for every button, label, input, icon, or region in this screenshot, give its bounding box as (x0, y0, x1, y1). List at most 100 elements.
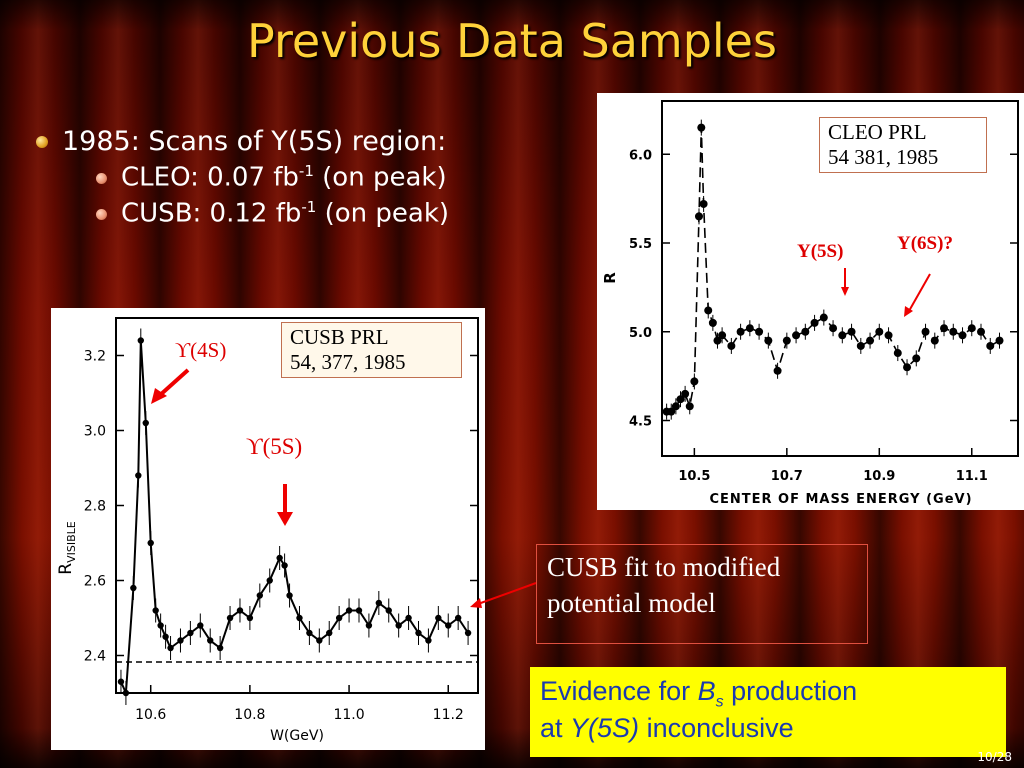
arrow-cleo-5s-head-icon (841, 287, 849, 296)
data-point (316, 628, 323, 653)
sub-bullet-dot-icon (96, 208, 107, 220)
fit-pointer-head-icon (470, 598, 482, 608)
data-point (375, 591, 383, 615)
arrow-cleo-6s-icon (908, 273, 931, 312)
cleo-plot-svg: 4.5 5.0 5.5 6.0 10.5 10.7 10.9 11.1 R CENTER O… (601, 100, 1019, 507)
data-point (755, 323, 764, 340)
data-point (306, 621, 313, 645)
data-point (708, 314, 717, 331)
fit-pointer-line (477, 582, 537, 605)
x-tick-label: 10.9 (863, 469, 895, 484)
x-tick-label: 11.0 (333, 707, 364, 723)
data-point (884, 327, 893, 344)
cusb-ylabel: RVISIBLE (56, 521, 78, 574)
cleo-caption: CLEO PRL 54 381, 1985 (819, 117, 987, 174)
data-point (995, 332, 1004, 349)
data-point (829, 320, 838, 337)
cusb-caption: CUSB PRL 54, 377, 1985 (281, 322, 462, 379)
data-point (838, 327, 847, 344)
data-point (454, 606, 462, 630)
y-tick-label: 4.5 (629, 415, 652, 430)
data-point (395, 613, 402, 638)
data-point (949, 323, 958, 340)
data-point (157, 613, 164, 638)
y-tick-label: 2.4 (84, 649, 106, 665)
data-point (667, 403, 676, 420)
bullet-dot-icon (36, 136, 48, 149)
data-point (912, 350, 921, 367)
cleo-ylabel: R (601, 272, 619, 284)
data-point (142, 411, 149, 435)
data-point (810, 314, 819, 331)
data-point (335, 606, 343, 630)
x-tick-label: 10.8 (234, 707, 265, 723)
y-tick-label: 2.8 (84, 499, 106, 515)
data-point (690, 373, 699, 390)
arrow-5s-head-icon (277, 512, 293, 526)
y-tick-label: 6.0 (629, 148, 652, 163)
data-point (355, 598, 363, 623)
data-point (464, 621, 472, 645)
cleo-label-5s: Y(5S) (797, 241, 844, 262)
data-point (167, 636, 174, 660)
data-point (745, 320, 754, 337)
conclusion-box: Evidence for Bs production at Y(5S) inco… (530, 667, 1006, 757)
data-point (256, 583, 264, 608)
data-point (147, 531, 154, 555)
x-tick-label: 11.1 (956, 469, 988, 484)
data-point (718, 327, 727, 344)
data-point (281, 553, 288, 578)
y-tick-label: 5.0 (629, 326, 652, 341)
data-point (819, 309, 828, 326)
data-point (207, 628, 214, 653)
data-point (137, 328, 144, 353)
curtain-top-shadow (0, 0, 1024, 30)
data-point (216, 636, 224, 660)
cusb-plot-svg: 2.4 2.6 2.8 3.0 3.2 10.6 10.8 11.0 11.2 RVISIBL… (56, 317, 479, 744)
bullet-cusb-text: CUSB: 0.12 fb-1 (on peak) (121, 198, 450, 229)
data-point (699, 195, 708, 212)
data-point (764, 332, 773, 349)
cleo-xlabel: CENTER OF MASS ENERGY (GeV) (709, 492, 972, 507)
data-point (266, 568, 273, 593)
data-point (704, 302, 713, 319)
cleo-plot-frame (661, 100, 1019, 457)
x-tick-label: 10.5 (678, 469, 710, 484)
data-point (930, 332, 939, 349)
page-number: 10/28 (977, 750, 1012, 764)
bullet-cleo-text: CLEO: 0.07 fb-1 (on peak) (121, 162, 447, 194)
cleo-label-6s: Y(6S)? (897, 233, 953, 254)
bullet-main: 1985: Scans of Y(5S) region: (36, 126, 449, 158)
cleo-plot-panel: 4.5 5.0 5.5 6.0 10.5 10.7 10.9 11.1 R CENTER O… (597, 93, 1024, 510)
slide-title: Previous Data Samples (247, 14, 777, 68)
bullet-main-text: 1985: Scans of Y(5S) region: (62, 126, 447, 157)
data-point (697, 119, 706, 136)
data-point (152, 598, 159, 623)
data-point (162, 624, 169, 649)
data-point (875, 323, 884, 340)
data-point (365, 613, 373, 638)
data-point (685, 398, 694, 415)
x-tick-label: 11.2 (433, 707, 464, 723)
bullet-list: 1985: Scans of Y(5S) region: CLEO: 0.07 … (36, 126, 449, 230)
data-point (296, 606, 303, 630)
cusb-label-5s: ϒ(5S) (246, 434, 303, 459)
cusb-label-4s: ϒ(4S) (175, 338, 227, 362)
arrow-4s-icon (157, 368, 190, 398)
data-point (671, 398, 680, 415)
data-point (977, 323, 986, 340)
data-point (681, 385, 690, 402)
data-point (921, 323, 930, 340)
data-point (856, 337, 865, 354)
data-point (415, 621, 422, 645)
data-point (177, 628, 184, 653)
data-point (866, 332, 875, 349)
arrow-4s-head-icon (151, 388, 167, 404)
data-point (967, 320, 976, 337)
data-point (847, 323, 856, 340)
data-point (445, 613, 452, 638)
data-point (117, 669, 125, 694)
data-point (236, 598, 244, 623)
data-point (286, 583, 293, 608)
data-point (893, 345, 902, 362)
